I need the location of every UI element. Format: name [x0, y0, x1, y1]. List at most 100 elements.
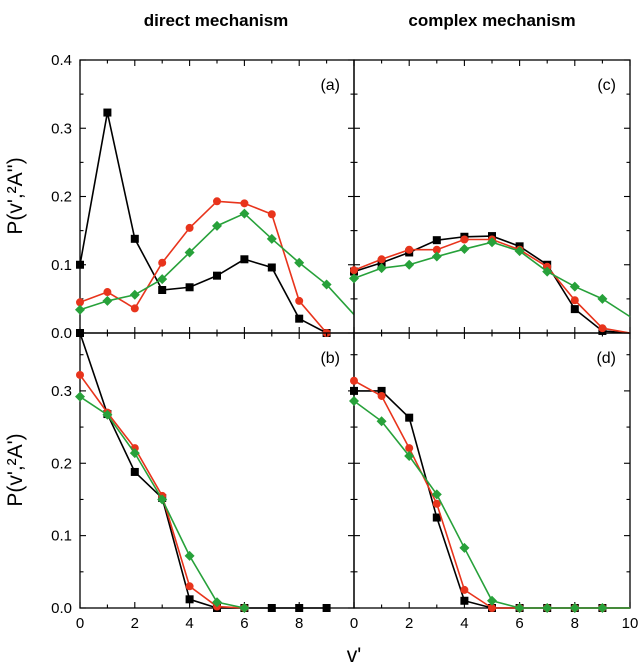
- x-axis-label: v': [347, 644, 362, 667]
- point-b-black-4: [185, 595, 194, 604]
- y-tick-label-a-3: 0.3: [51, 120, 72, 137]
- point-a-red-7: [267, 210, 276, 219]
- series-line-c-red: [353, 238, 631, 334]
- point-a-red-5: [213, 197, 221, 206]
- y-tick-label-b-2: 0.2: [51, 455, 72, 472]
- point-d-green-7: [542, 603, 553, 613]
- series-line-d-red: [353, 380, 630, 609]
- point-b-green-5: [212, 597, 222, 608]
- point-a-green-8: [294, 257, 305, 268]
- point-a-green-6: [239, 208, 250, 219]
- point-a-green-5: [212, 220, 222, 231]
- point-d-green-5: [487, 595, 497, 606]
- point-a-black-7: [267, 263, 276, 272]
- series-line-a-red: [79, 200, 328, 334]
- x-tick-label-d-10: 10: [622, 615, 639, 632]
- point-a-black-8: [295, 314, 304, 323]
- point-d-green-8: [569, 603, 580, 613]
- point-b-green-6: [239, 603, 250, 613]
- point-b-black-8: [295, 604, 304, 612]
- x-tick-label-b-2: 2: [131, 615, 139, 632]
- point-b-red-4: [185, 582, 194, 591]
- point-a-red-4: [185, 223, 194, 232]
- point-a-green-9: [321, 279, 332, 290]
- point-a-black-6: [240, 255, 249, 264]
- point-a-green-4: [184, 247, 195, 258]
- x-tick-label-d-6: 6: [515, 615, 523, 632]
- y-tick-label-b-3: 0.3: [51, 383, 72, 400]
- point-b-green-2: [129, 448, 140, 459]
- point-c-green-8: [569, 281, 580, 292]
- point-c-red-0: [350, 266, 358, 275]
- point-d-green-0: [349, 396, 359, 407]
- point-d-black-0: [350, 386, 358, 395]
- x-tick-label-d-0: 0: [350, 615, 358, 632]
- series-line-c-green: [353, 241, 631, 318]
- y-tick-label-a-4: 0.4: [51, 52, 72, 69]
- point-b-red-0: [76, 370, 84, 379]
- point-a-black-5: [213, 271, 221, 280]
- point-a-red-3: [158, 258, 167, 267]
- point-a-red-8: [295, 296, 304, 305]
- series-line-c-black: [353, 235, 631, 334]
- point-b-black-7: [267, 604, 276, 612]
- point-d-black-2: [405, 413, 414, 422]
- point-c-green-6: [514, 246, 525, 257]
- point-d-green-6: [514, 603, 525, 613]
- series-line-a-black: [79, 112, 327, 334]
- point-d-green-4: [459, 542, 470, 553]
- point-b-green-3: [157, 494, 168, 505]
- y-tick-label-a-1: 0.1: [51, 257, 72, 274]
- point-c-green-5: [487, 237, 497, 248]
- x-tick-label-b-4: 4: [185, 615, 193, 632]
- point-d-black-3: [432, 513, 441, 522]
- x-tick-label-d-2: 2: [405, 615, 413, 632]
- series-line-b-black: [79, 332, 327, 609]
- point-b-black-2: [130, 467, 139, 476]
- point-c-green-9: [597, 293, 608, 304]
- point-b-green-0: [75, 391, 85, 402]
- x-tick-label-b-6: 6: [240, 615, 248, 632]
- point-d-red-1: [377, 391, 386, 400]
- x-tick-label-b-0: 0: [76, 615, 84, 632]
- point-d-black-1: [377, 386, 386, 395]
- panel-label-d: (d): [596, 350, 616, 367]
- point-a-black-3: [158, 286, 167, 295]
- point-b-green-1: [102, 409, 113, 420]
- panel-frame-a: [79, 59, 355, 334]
- point-d-red-3: [432, 499, 441, 508]
- y-tick-label-a-0: 0.0: [51, 325, 72, 342]
- column-title-complex: complex mechanism: [408, 11, 575, 30]
- y-tick-label-a-2: 0.2: [51, 189, 72, 206]
- point-b-black-0: [76, 329, 84, 337]
- point-a-black-4: [185, 283, 194, 292]
- point-b-green-4: [184, 550, 195, 561]
- point-a-red-6: [240, 199, 249, 208]
- y-axis-label-bottom: P(v',²A'): [4, 433, 27, 506]
- point-c-red-8: [570, 296, 579, 305]
- point-a-black-2: [130, 234, 139, 243]
- point-c-black-8: [570, 305, 579, 314]
- point-c-red-3: [432, 245, 441, 254]
- point-a-green-7: [266, 233, 277, 244]
- point-d-green-3: [431, 489, 442, 500]
- point-d-red-4: [460, 585, 469, 594]
- point-c-green-0: [349, 273, 359, 284]
- point-a-red-2: [130, 304, 139, 313]
- x-tick-label-d-8: 8: [571, 615, 579, 632]
- point-a-black-1: [103, 108, 112, 117]
- point-a-green-0: [75, 304, 85, 315]
- point-c-red-4: [460, 235, 469, 244]
- point-d-black-4: [460, 596, 469, 605]
- point-a-green-3: [157, 274, 168, 285]
- point-d-red-5: [488, 604, 496, 612]
- point-a-green-2: [129, 289, 140, 300]
- column-title-direct: direct mechanism: [144, 11, 289, 30]
- panel-frame-b: [79, 332, 355, 609]
- point-c-green-1: [376, 263, 387, 274]
- point-c-red-1: [377, 255, 386, 264]
- point-b-black-9: [322, 604, 331, 612]
- point-a-red-1: [103, 288, 112, 297]
- point-a-red-0: [76, 298, 84, 307]
